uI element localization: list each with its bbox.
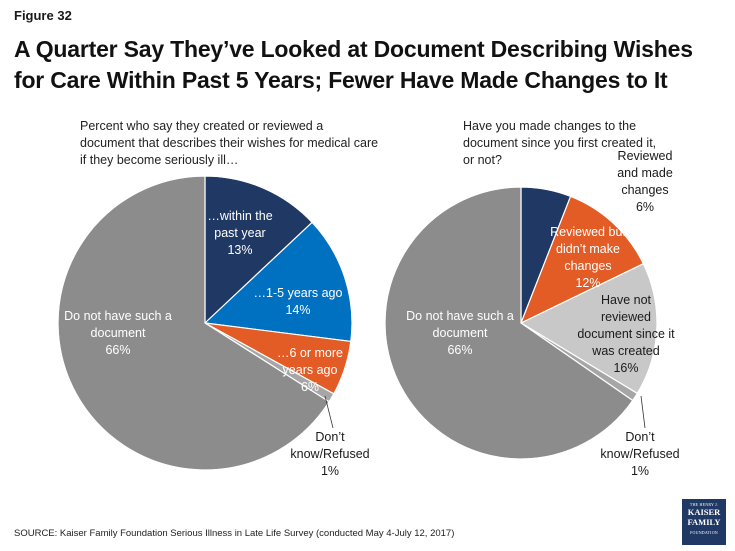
pie1-slice-label-1-line-2: past year [214, 226, 265, 240]
pie2-slice-label-5-line-3: 66% [447, 343, 472, 357]
chart-title: A Quarter Say They’ve Looked at Document… [14, 36, 693, 93]
pie1-leader-line-4 [324, 395, 334, 429]
pie1-slice-label-4-line-2: know/Refused [290, 447, 369, 461]
pie1-slice-label-4-line-3: 1% [321, 464, 339, 478]
logo-line-3: FAMILY [687, 517, 721, 527]
pie2-slice-label-3-line-5: 16% [613, 361, 638, 375]
pie1-slice-label-5-line-2: document [91, 326, 146, 340]
pie2-slice-label-5: Do not have such a document 66% [406, 309, 514, 357]
pie1-slice-label-3-line-3: 6% [301, 380, 319, 394]
pie1-slice-label-3: …6 or more years ago 6% [277, 346, 343, 394]
pie1-slice-label-2-line-2: 14% [285, 303, 310, 317]
pie2-slice-label-1-line-1: Reviewed [618, 149, 673, 163]
pie2-slice-label-5-line-1: Do not have such a [406, 309, 514, 323]
pie1-slice-label-1-line-1: …within the [207, 209, 272, 223]
pie1-outline [57, 175, 353, 471]
pie2-slice-label-3-line-4: was created [591, 344, 659, 358]
pie1-slice-label-5-line-3: 66% [105, 343, 130, 357]
pie1-slice-label-3-line-1: …6 or more [277, 346, 343, 360]
pie2-slice-label-4-line-3: 1% [631, 464, 649, 478]
pie2-slice-label-1-line-2: and made [617, 166, 673, 180]
pie1-slice-label-3-line-2: years ago [283, 363, 338, 377]
left-pie-subtitle: Percent who say they created or reviewed… [80, 119, 379, 167]
right-pie-subtitle: Have you made changes to the document si… [463, 119, 657, 167]
source-note: SOURCE: Kaiser Family Foundation Serious… [14, 528, 455, 539]
pie1-slice-label-2: …1-5 years ago 14% [254, 286, 343, 317]
pie2-slice-label-4-line-1: Don’t [625, 430, 655, 444]
pie2-slice-label-1-line-4: 6% [636, 200, 654, 214]
pie1-slice-label-5: Do not have such a document 66% [64, 309, 172, 357]
pie2-outline [384, 186, 658, 460]
pie2-slice-label-3-line-1: Have not [601, 293, 652, 307]
pie1-slice-label-2-line-1: …1-5 years ago [254, 286, 343, 300]
pie2-slice-label-4: Don’t know/Refused 1% [600, 430, 679, 478]
pie2-slice-label-5-line-2: document [433, 326, 488, 340]
pie1-slice-label-4-line-1: Don’t [315, 430, 345, 444]
pie2-slice-label-4-line-2: know/Refused [600, 447, 679, 461]
pie2-slice-label-1-line-3: changes [621, 183, 668, 197]
pie2-slice-label-1: Reviewed and made changes 6% [617, 149, 673, 214]
pie1-slice-label-1: …within the past year 13% [207, 209, 272, 257]
pie1-slice-label-1-line-3: 13% [227, 243, 252, 257]
logo-line-2: KAISER [687, 507, 721, 517]
pie2-slice-label-2-line-2: didn’t make [556, 242, 620, 256]
kff-logo: THE HENRY J. KAISER FAMILY FOUNDATION [682, 499, 726, 545]
pie2-slice-label-3-line-2: reviewed [601, 310, 651, 324]
pie2-slice-label-2-line-1: Reviewed but [550, 225, 626, 239]
logo-line-1: THE HENRY J. [689, 502, 719, 507]
pie2-slice-label-3: Have not reviewed document since it was cre… [577, 293, 675, 375]
figure-label: Figure 32 [14, 8, 72, 23]
pie2-slice-label-3-line-3: document since it [577, 327, 675, 341]
pie2-slice-label-2-line-4: 12% [575, 276, 600, 290]
pie2-slice-label-2: Reviewed but didn’t make changes 12% [550, 225, 626, 290]
pie2-slice-label-2-line-3: changes [564, 259, 611, 273]
pie1-slice-label-4: Don’t know/Refused 1% [290, 430, 369, 478]
logo-line-4: FOUNDATION [690, 530, 718, 535]
pie2-leader-line-4 [640, 395, 646, 429]
pie1-slice-label-5-line-1: Do not have such a [64, 309, 172, 323]
